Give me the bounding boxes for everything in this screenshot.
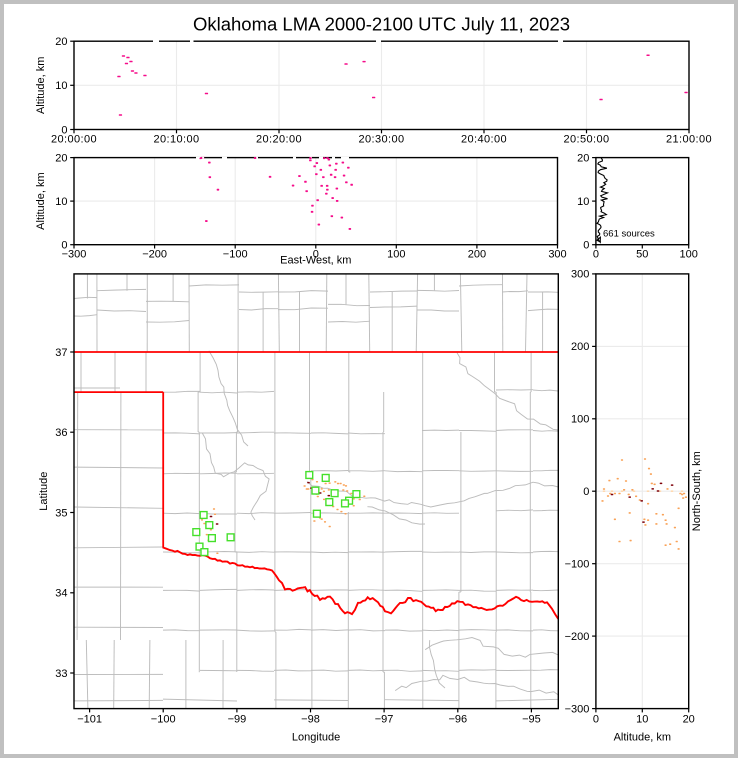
svg-text:0: 0 — [583, 240, 589, 252]
svg-text:0: 0 — [313, 249, 319, 261]
svg-text:21:00:00: 21:00:00 — [666, 134, 712, 146]
svg-text:20:00:00: 20:00:00 — [51, 134, 97, 146]
svg-text:Oklahoma LMA 2000-2100 UTC Jul: Oklahoma LMA 2000-2100 UTC July 11, 2023 — [193, 14, 570, 35]
svg-text:20:50:00: 20:50:00 — [563, 134, 609, 146]
svg-text:−300: −300 — [62, 249, 87, 261]
svg-text:200: 200 — [571, 341, 589, 353]
svg-text:−96: −96 — [448, 714, 467, 726]
svg-text:20:30:00: 20:30:00 — [358, 134, 404, 146]
svg-text:−95: −95 — [522, 714, 541, 726]
svg-text:0: 0 — [61, 240, 67, 252]
svg-text:10: 10 — [636, 714, 648, 726]
svg-text:−100: −100 — [151, 714, 176, 726]
svg-text:0: 0 — [61, 124, 67, 136]
svg-text:10: 10 — [55, 80, 67, 92]
svg-text:−200: −200 — [565, 631, 590, 643]
svg-text:10: 10 — [55, 196, 67, 208]
svg-text:20:40:00: 20:40:00 — [461, 134, 507, 146]
svg-text:0: 0 — [593, 249, 599, 261]
svg-text:36: 36 — [55, 427, 67, 439]
svg-text:20:20:00: 20:20:00 — [256, 134, 302, 146]
svg-text:−98: −98 — [301, 714, 320, 726]
svg-text:−100: −100 — [223, 249, 248, 261]
svg-text:20:10:00: 20:10:00 — [153, 134, 199, 146]
svg-text:20: 20 — [55, 152, 67, 164]
svg-text:100: 100 — [387, 249, 405, 261]
svg-text:100: 100 — [571, 414, 589, 426]
svg-text:−101: −101 — [77, 714, 102, 726]
svg-text:Altitude, km: Altitude, km — [35, 172, 47, 229]
svg-text:37: 37 — [55, 347, 67, 359]
svg-text:−100: −100 — [565, 559, 590, 571]
svg-text:−97: −97 — [375, 714, 394, 726]
svg-text:−200: −200 — [142, 249, 167, 261]
svg-text:Altitude, km: Altitude, km — [614, 732, 671, 744]
svg-text:East-West, km: East-West, km — [280, 255, 351, 267]
svg-text:661 sources: 661 sources — [603, 229, 655, 240]
svg-text:North-South, km: North-South, km — [691, 451, 703, 531]
svg-text:−99: −99 — [228, 714, 247, 726]
svg-text:10: 10 — [577, 196, 589, 208]
svg-text:20: 20 — [55, 36, 67, 48]
svg-text:0: 0 — [593, 714, 599, 726]
svg-text:Latitude: Latitude — [38, 472, 50, 511]
svg-text:50: 50 — [636, 249, 648, 261]
svg-text:300: 300 — [548, 249, 566, 261]
svg-text:20: 20 — [577, 152, 589, 164]
svg-text:100: 100 — [680, 249, 698, 261]
svg-text:20: 20 — [683, 714, 695, 726]
svg-text:Longitude: Longitude — [292, 732, 340, 744]
svg-text:200: 200 — [468, 249, 486, 261]
svg-text:Altitude, km: Altitude, km — [35, 57, 47, 114]
svg-text:−300: −300 — [565, 703, 590, 715]
svg-text:33: 33 — [55, 668, 67, 680]
svg-text:0: 0 — [583, 486, 589, 498]
svg-text:300: 300 — [571, 269, 589, 281]
svg-text:34: 34 — [55, 588, 67, 600]
svg-text:35: 35 — [55, 507, 67, 519]
